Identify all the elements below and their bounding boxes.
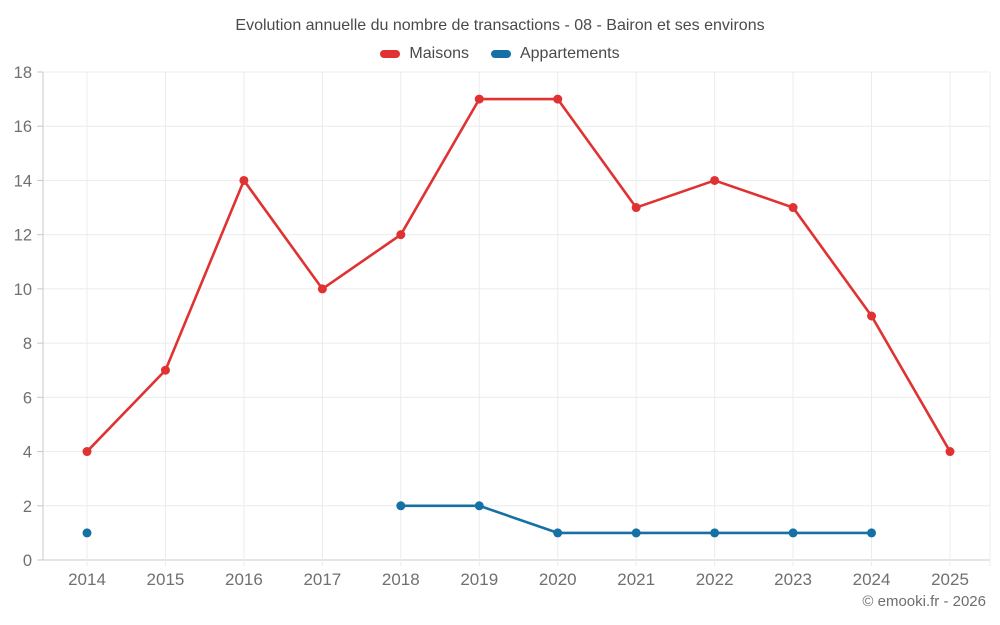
x-axis-tick-label: 2017	[303, 570, 341, 589]
data-point-appartements-2024[interactable]	[867, 528, 877, 538]
x-axis-tick-label: 2021	[617, 570, 655, 589]
legend-swatch-maisons	[380, 50, 401, 58]
legend-item-maisons[interactable]: Maisons	[380, 45, 469, 63]
chart-title: Evolution annuelle du nombre de transact…	[235, 17, 765, 34]
data-point-maisons-2019[interactable]	[474, 94, 484, 104]
x-axis-tick-label: 2024	[853, 570, 891, 589]
legend-label: Appartements	[519, 45, 620, 62]
data-point-maisons-2018[interactable]	[396, 230, 406, 240]
data-point-appartements-2023[interactable]	[788, 528, 798, 538]
data-point-appartements-2022[interactable]	[710, 528, 720, 538]
x-axis-tick-label: 2019	[460, 570, 498, 589]
x-axis-tick-label: 2016	[225, 570, 263, 589]
data-point-maisons-2014[interactable]	[82, 447, 92, 457]
legend-label: Maisons	[409, 45, 469, 62]
data-point-appartements-2019[interactable]	[474, 501, 484, 511]
legend-item-appartements[interactable]: Appartements	[490, 45, 620, 63]
data-point-appartements-2018[interactable]	[396, 501, 406, 511]
y-axis-tick-label: 16	[14, 118, 32, 136]
series-line-maisons	[85, 97, 952, 453]
x-axis-tick-label: 2015	[147, 570, 185, 589]
x-axis-tick-label: 2020	[539, 570, 577, 589]
data-point-maisons-2015[interactable]	[160, 365, 170, 375]
data-point-maisons-2020[interactable]	[553, 94, 563, 104]
y-axis-tick-label: 2	[23, 498, 32, 516]
data-point-maisons-2023[interactable]	[788, 203, 798, 213]
y-axis-tick-label: 18	[14, 64, 32, 82]
y-axis-tick-label: 4	[23, 444, 32, 462]
data-point-appartements-2021[interactable]	[631, 528, 641, 538]
data-point-maisons-2025[interactable]	[945, 447, 955, 457]
chart-legend: Maisons Appartements	[0, 45, 1000, 63]
x-axis-tick-label: 2014	[68, 570, 106, 589]
data-point-appartements-2020[interactable]	[553, 528, 563, 538]
y-axis-tick-label: 12	[14, 227, 32, 245]
y-axis-tick-label: 14	[14, 172, 32, 190]
data-point-maisons-2017[interactable]	[317, 284, 327, 294]
y-axis-tick-label: 10	[14, 281, 32, 299]
watermark-credit: © emooki.fr - 2026	[862, 593, 986, 610]
data-point-appartements-2014[interactable]	[82, 528, 92, 538]
y-axis-tick-label: 6	[23, 389, 32, 407]
data-point-maisons-2024[interactable]	[867, 311, 877, 321]
legend-swatch-appartements	[490, 50, 511, 58]
data-point-maisons-2022[interactable]	[710, 175, 720, 185]
x-axis-tick-label: 2022	[696, 570, 734, 589]
y-axis-tick-label: 0	[23, 552, 32, 570]
x-axis-tick-label: 2025	[931, 570, 969, 589]
data-point-maisons-2021[interactable]	[631, 203, 641, 213]
y-axis-tick-label: 8	[23, 335, 32, 353]
x-axis-tick-label: 2018	[382, 570, 420, 589]
x-axis-tick-label: 2023	[774, 570, 812, 589]
data-point-maisons-2016[interactable]	[239, 175, 249, 185]
